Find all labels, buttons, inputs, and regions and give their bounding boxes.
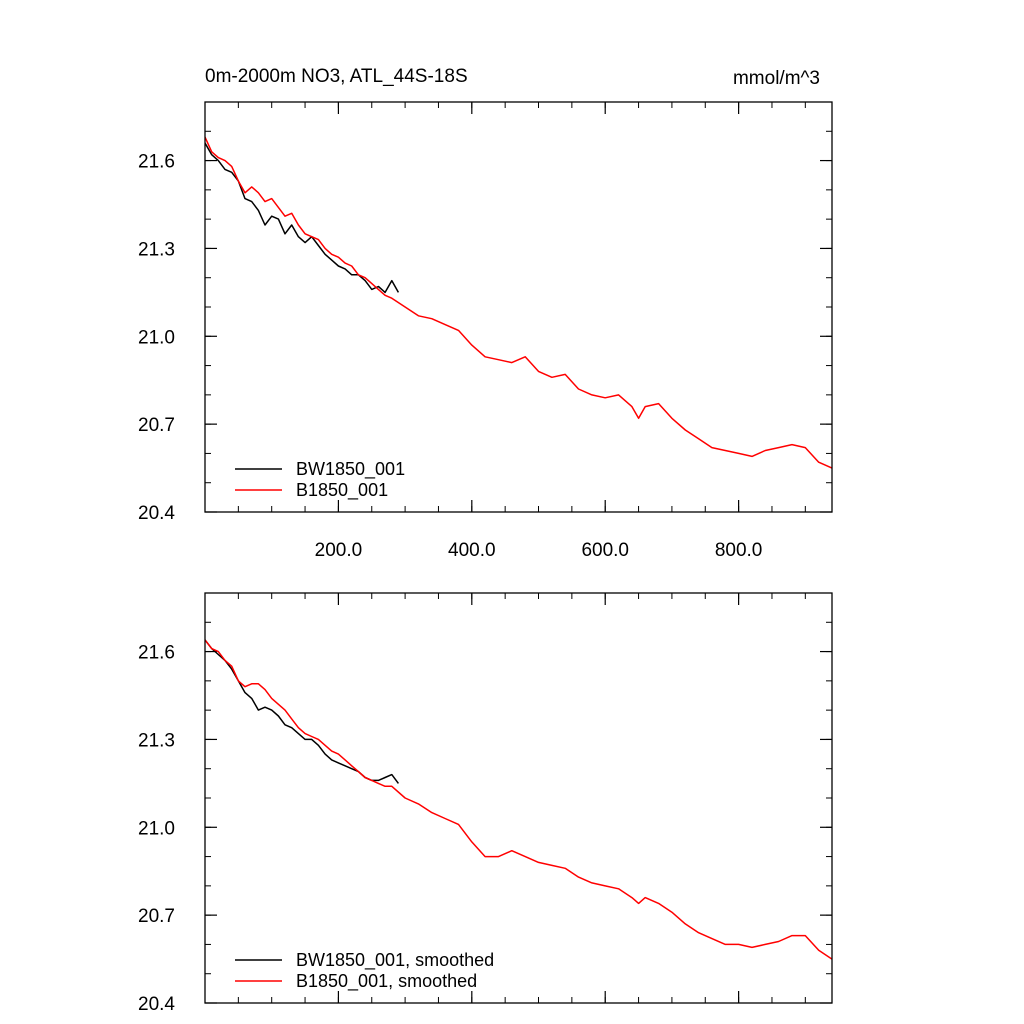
series-layer xyxy=(205,639,832,960)
y-tick-label: 20.4 xyxy=(138,994,175,1015)
x-tick-label: 600.0 xyxy=(581,540,629,561)
y-tick-label: 21.6 xyxy=(138,643,175,664)
y-tick-label: 21.6 xyxy=(138,152,175,173)
y-tick-label: 20.7 xyxy=(138,415,175,436)
series-line-0 xyxy=(205,639,399,784)
y-tick-label: 21.0 xyxy=(138,327,175,348)
y-tick-label: 20.7 xyxy=(138,906,175,927)
legend-label: BW1850_001 xyxy=(296,459,405,480)
plot-frame xyxy=(204,101,833,513)
y-tick-label: 21.3 xyxy=(138,730,175,751)
x-tick-label: 400.0 xyxy=(448,540,496,561)
ticks: 21.6 21.3 21.0 20.7 20.4 xyxy=(138,592,832,1015)
series-line-0 xyxy=(205,142,400,294)
legend-label: B1850_001, smoothed xyxy=(296,971,477,992)
x-tick-label: 200.0 xyxy=(315,540,363,561)
units-label: mmol/m^3 xyxy=(733,68,820,89)
top-panel: 0m-2000m NO3, ATL_44S-18S mmol/m^3 21.62… xyxy=(138,66,833,561)
bottom-panel: 21.6 21.3 21.0 20.7 20.4 BW1850_001, smoothe… xyxy=(138,592,833,1015)
y-tick-label: 20.4 xyxy=(138,503,175,524)
legend-label: B1850_001 xyxy=(296,480,388,501)
y-tick-label: 21.0 xyxy=(138,818,175,839)
chart-title: 0m-2000m NO3, ATL_44S-18S xyxy=(205,66,468,87)
series-line-1 xyxy=(205,136,832,469)
series-line-1 xyxy=(205,639,832,960)
plot-frame xyxy=(204,592,833,1004)
x-tick-label: 800.0 xyxy=(715,540,763,561)
series-layer xyxy=(205,136,832,469)
y-tick-label: 21.3 xyxy=(138,239,175,260)
ticks: 21.6 21.3 21.0 20.7 20.4 200.0 400.0 600.0 800.0 xyxy=(138,101,832,561)
legend-label: BW1850_001, smoothed xyxy=(296,950,494,971)
